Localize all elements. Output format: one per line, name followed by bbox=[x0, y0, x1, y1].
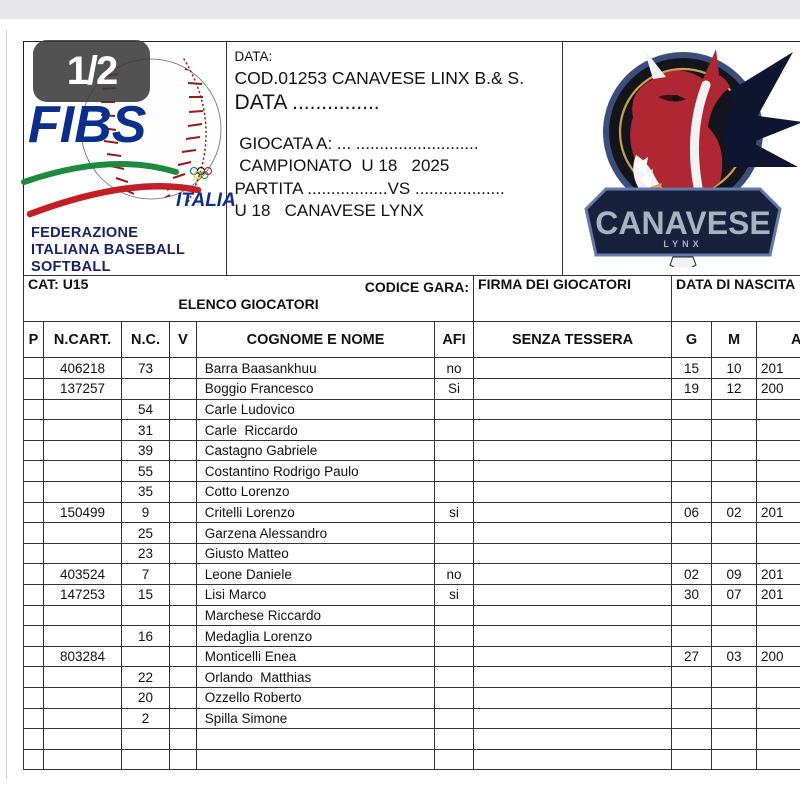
svg-text:ITALIANA BASEBALL: ITALIANA BASEBALL bbox=[31, 242, 185, 258]
svg-text:LYNX: LYNX bbox=[664, 239, 703, 249]
svg-text:SOFTBALL: SOFTBALL bbox=[31, 259, 111, 274]
svg-text:CANAVESE: CANAVESE bbox=[595, 205, 770, 241]
svg-text:FIBS: FIBS bbox=[28, 96, 147, 154]
svg-text:FEDERAZIONE: FEDERAZIONE bbox=[31, 225, 138, 241]
